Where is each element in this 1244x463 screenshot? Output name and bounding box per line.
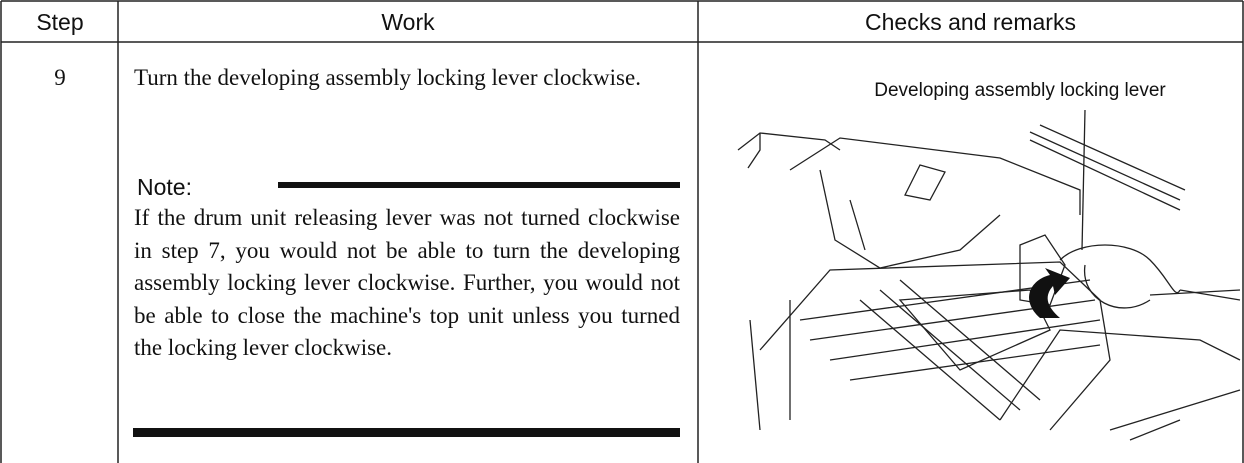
header-cell: Step — [36, 9, 84, 35]
work-text: Turn the developing assembly locking lev… — [134, 65, 641, 90]
header-cell: Work — [381, 9, 435, 35]
step-number: 9 — [54, 65, 66, 90]
rotation-arrow — [1029, 268, 1070, 318]
note-end-rule — [133, 428, 680, 437]
header-cell: Checks and remarks — [865, 9, 1076, 35]
note-rule — [278, 182, 680, 188]
figure-label: Developing assembly locking lever — [874, 80, 1166, 101]
note-label: Note: — [137, 174, 192, 200]
illustration — [737, 109, 1241, 441]
note-text: If the drum unit releasing lever was not… — [134, 205, 680, 361]
